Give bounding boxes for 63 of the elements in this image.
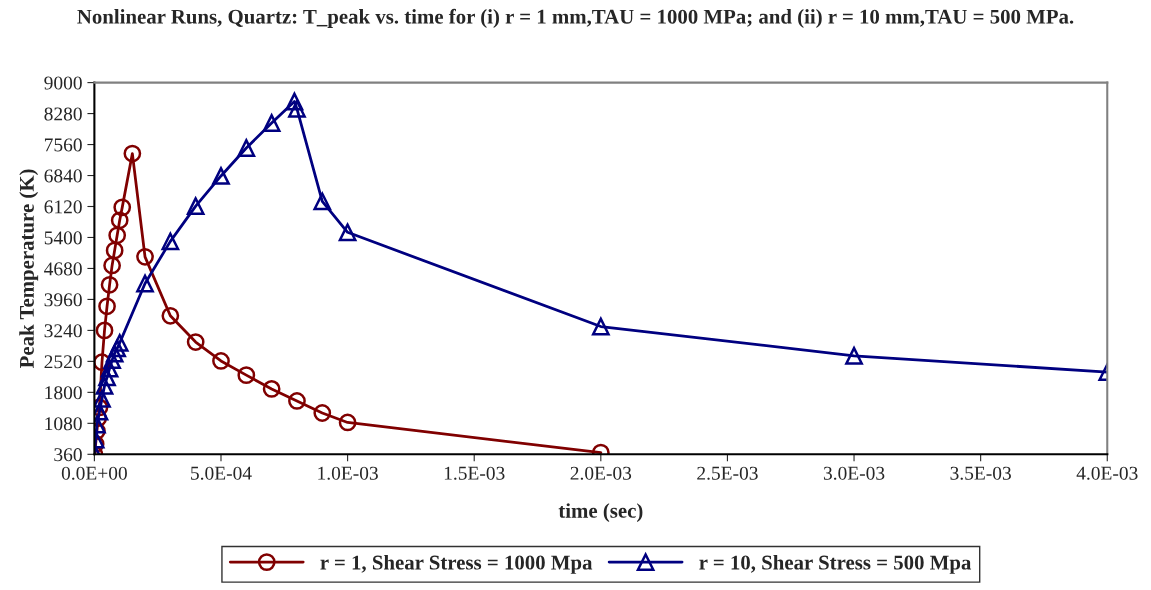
point bbox=[161, 232, 180, 251]
y-tick-label: 3240 bbox=[44, 324, 82, 338]
x-tick-label: 2.0E-03 bbox=[570, 466, 632, 480]
point bbox=[338, 413, 357, 432]
y-axis-title: Peak Temperature (K) bbox=[19, 169, 39, 369]
point bbox=[136, 274, 154, 293]
point bbox=[212, 167, 230, 185]
point bbox=[108, 226, 127, 245]
point bbox=[103, 256, 121, 275]
y-tick-label: 6120 bbox=[44, 200, 82, 214]
point bbox=[113, 198, 132, 217]
point bbox=[288, 99, 306, 118]
point bbox=[313, 404, 332, 422]
point bbox=[288, 392, 306, 410]
x-tick-label: 0.0E+00 bbox=[61, 466, 127, 480]
y-tick-label: 7560 bbox=[44, 138, 82, 152]
point bbox=[313, 192, 332, 211]
point bbox=[161, 306, 180, 325]
legend-label: r = 1, Shear Stress = 1000 Mpa bbox=[320, 554, 593, 574]
x-axis-title: time (sec) bbox=[558, 503, 643, 523]
y-tick-label: 8280 bbox=[44, 107, 82, 121]
point bbox=[237, 139, 256, 157]
x-tick-label: 3.5E-03 bbox=[950, 466, 1011, 480]
point bbox=[105, 344, 124, 363]
chart-title: Nonlinear Runs, Quartz: T_peak vs. time for (i) r = 1 mm,TAU = 1000 MPa; and (ii) r = 10 mm,TAU = 500 MPa. bbox=[77, 8, 1074, 28]
point bbox=[110, 211, 129, 230]
y-tick-label: 1800 bbox=[45, 386, 82, 400]
y-tick-label: 9000 bbox=[44, 76, 82, 90]
point bbox=[123, 144, 142, 163]
x-tick-label: 1.0E-03 bbox=[318, 466, 378, 480]
y-tick-label: 1080 bbox=[45, 417, 82, 431]
x-tick-label: 3.0E-03 bbox=[823, 466, 885, 480]
point bbox=[186, 333, 205, 351]
point bbox=[98, 368, 116, 387]
point bbox=[338, 223, 357, 242]
point bbox=[285, 92, 304, 111]
y-tick-label: 6840 bbox=[44, 169, 82, 183]
point bbox=[108, 339, 127, 358]
point bbox=[591, 317, 610, 336]
point bbox=[212, 352, 230, 370]
point bbox=[95, 321, 114, 340]
y-tick-label: 2520 bbox=[44, 355, 82, 369]
x-tick-label: 1.5E-03 bbox=[444, 466, 505, 480]
point bbox=[262, 114, 281, 132]
point bbox=[95, 377, 114, 395]
point bbox=[94, 389, 111, 408]
point bbox=[262, 380, 281, 398]
point bbox=[237, 366, 256, 385]
point bbox=[105, 241, 124, 260]
y-tick-label: 3960 bbox=[44, 293, 82, 307]
point bbox=[186, 197, 205, 215]
point bbox=[100, 275, 119, 294]
y-tick-label: 4680 bbox=[44, 262, 82, 276]
y-tick-label: 360 bbox=[54, 448, 82, 462]
x-tick-label: 5.0E-04 bbox=[191, 466, 252, 480]
legend-label: r = 10, Shear Stress = 500 Mpa bbox=[699, 554, 972, 574]
point bbox=[136, 247, 154, 266]
y-tick-label: 5400 bbox=[44, 231, 82, 245]
x-tick-label: 4.0E-03 bbox=[1076, 466, 1138, 480]
point bbox=[110, 333, 129, 352]
point bbox=[845, 346, 863, 365]
x-tick-label: 2.5E-03 bbox=[697, 466, 758, 480]
point bbox=[98, 297, 116, 316]
